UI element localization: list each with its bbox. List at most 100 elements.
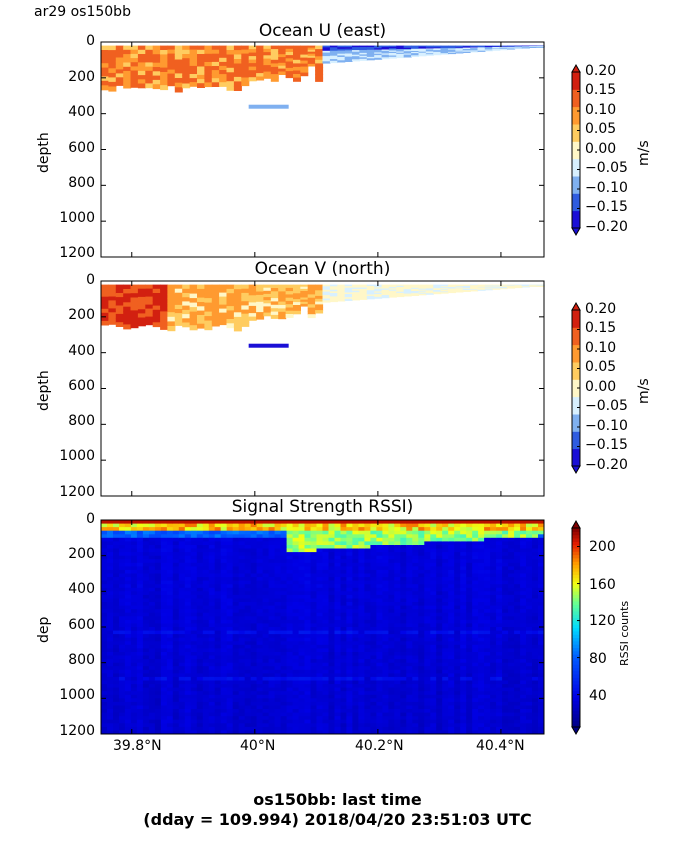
rssi-cell [400,673,407,678]
rssi-cell [274,684,282,689]
rssi-cell [394,641,401,646]
rssi-cell [190,573,198,578]
rssi-cell [226,573,234,578]
rssi-cell [430,634,437,639]
rssi-cell [388,666,395,671]
rssi-cell [346,687,353,692]
rssi-cell [238,687,246,692]
rssi-cell [101,684,108,689]
rssi-cell [196,673,204,678]
rssi-cell [262,619,270,624]
rssi-cell [460,680,467,685]
velocity-cell [256,294,265,299]
rssi-cell [280,587,288,592]
rssi-cell [280,602,288,607]
velocity-cell [123,71,132,76]
rssi-cell [400,723,407,728]
rssi-cell [232,545,240,550]
velocity-cell [455,49,464,51]
rssi-cell [418,577,425,582]
velocity-cell [101,54,109,60]
rssi-cell [364,520,371,525]
rssi-cell [154,669,162,674]
rssi-cell [148,552,156,557]
rssi-cell [124,580,132,585]
rssi-cell [430,612,437,617]
velocity-cell [315,49,324,54]
rssi-cell [107,666,114,671]
rssi-cell [113,580,120,585]
rssi-cell [160,716,168,721]
rssi-cell [376,559,383,564]
rssi-cell [250,594,258,599]
rssi-cell [184,577,192,582]
rssi-cell [346,527,353,532]
rssi-cell [268,641,276,646]
rssi-cell [460,548,467,553]
velocity-cell [263,45,272,50]
velocity-cell [344,286,353,289]
rssi-cell [148,687,156,692]
rssi-cell [448,605,455,610]
rssi-cell [160,612,168,617]
rssi-cell [107,637,114,642]
velocity-cell [145,49,154,55]
rssi-cell [280,659,288,664]
rssi-cell [454,652,461,657]
rssi-cell [142,623,150,628]
rssi-cell [280,530,288,535]
rssi-cell [364,701,371,706]
rssi-cell [376,602,383,607]
rssi-cell [370,545,377,550]
velocity-cell [403,50,412,52]
rssi-cell [376,619,383,624]
velocity-cell [152,84,161,90]
rssi-cell [178,573,186,578]
rssi-cell [119,619,126,624]
rssi-cell [424,652,431,657]
rssi-cell [292,555,300,560]
rssi-cell [124,541,132,546]
velocity-cell [233,326,242,332]
velocity-cell [388,290,397,293]
rssi-cell [388,705,395,710]
velocity-cell [123,62,132,68]
rssi-cell [190,719,198,724]
velocity-cell [440,52,449,54]
rssi-cell [184,655,192,660]
rssi-cell [286,562,294,567]
rssi-cell [130,602,138,607]
rssi-cell [113,623,120,628]
rssi-cell [322,569,329,574]
rssi-cell [286,530,294,535]
rssi-cell [286,680,294,685]
rssi-cell [262,616,270,621]
velocity-cell [123,297,132,303]
rssi-cell [136,673,144,678]
rssi-cell [172,545,180,550]
velocity-cell [492,49,501,51]
velocity-cell [322,288,331,291]
rssi-cell [316,666,323,671]
rssi-cell [226,591,234,596]
velocity-cell [388,56,397,59]
rssi-cell [184,559,192,564]
rssi-cell [226,691,234,696]
rssi-cell [244,648,252,653]
rssi-cell [244,659,252,664]
rssi-cell [196,687,204,692]
rssi-cell [454,673,461,678]
rssi-cell [286,716,294,721]
rssi-cell [406,573,413,578]
rssi-cell [136,562,144,567]
velocity-cell [403,45,412,48]
rssi-cell [232,530,240,535]
rssi-cell [238,669,246,674]
rssi-cell [334,676,341,681]
velocity-cell [137,58,146,63]
rssi-cell [172,605,180,610]
rssi-cell [142,534,150,539]
rssi-cell [172,602,180,607]
rssi-cell [460,719,467,724]
rssi-cell [436,612,443,617]
